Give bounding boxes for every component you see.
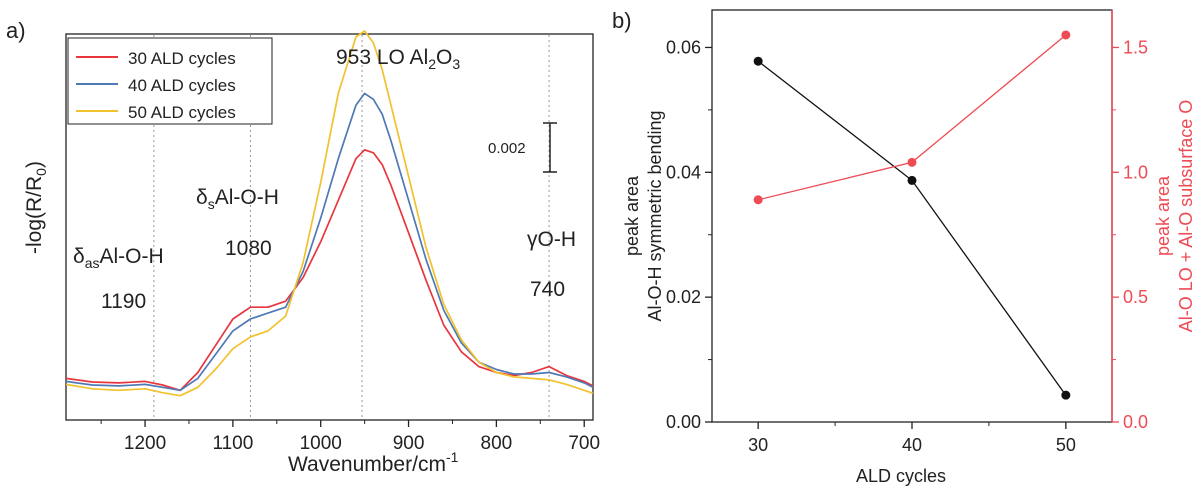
legend-label-30: 30 ALD cycles — [128, 49, 236, 68]
bending-s-label: δsAl-O-H — [196, 186, 279, 212]
x-axis-title-a: Wavenumber/cm-1 — [288, 449, 459, 476]
y-axis-right-title-line1: peak area — [1153, 175, 1173, 256]
x-tick-label: 1200 — [124, 433, 166, 454]
x-axis-title-b: ALD cycles — [856, 466, 946, 486]
panel-b-ticks: 30 40 50 0.00 0.02 0.04 0.06 0.0 0.5 1.0 1.5 — [666, 37, 1148, 455]
x-axis-ticks: 1200 1100 1000 900 800 700 — [100, 420, 600, 454]
b-x-tick-label: 40 — [902, 435, 922, 455]
panel-a-chart: 1200 1100 1000 900 800 700 30 ALD cycles 40 A… — [23, 30, 600, 476]
y-axis-right-title-line2: Al-O LO + Al-O subsurface O — [1176, 100, 1196, 333]
b-x-tick-label: 50 — [1056, 435, 1076, 455]
left-y-tick-label: 0.06 — [666, 37, 701, 57]
lo-point — [907, 157, 917, 167]
bending-series-line — [757, 60, 1067, 396]
x-tick-label: 700 — [568, 433, 600, 454]
panel-a-label: a) — [6, 18, 26, 43]
legend-box — [67, 37, 273, 125]
y-axis-left-title-line1: peak area — [622, 175, 642, 256]
legend: 30 ALD cycles 40 ALD cycles 50 ALD cycle… — [67, 37, 273, 125]
bending-as-label: δasAl-O-H — [73, 245, 164, 271]
scale-bar: 0.002 — [488, 122, 557, 173]
peak-953-label: 953 LO Al2O3 — [336, 46, 460, 72]
b-x-tick-label: 30 — [748, 435, 768, 455]
bending-point — [1061, 390, 1071, 400]
x-tick-label: 1000 — [300, 433, 342, 454]
panel-b-label: b) — [612, 8, 632, 33]
oh-bend-wavenumber: 740 — [530, 278, 565, 301]
legend-label-40: 40 ALD cycles — [128, 76, 236, 95]
bending-point — [907, 175, 917, 185]
lo-point — [753, 195, 763, 205]
right-y-tick-label: 0.5 — [1123, 287, 1148, 307]
legend-label-50: 50 ALD cycles — [128, 103, 236, 122]
left-y-tick-label: 0.00 — [666, 412, 701, 432]
panel-b-chart: 30 40 50 0.00 0.02 0.04 0.06 0.0 0.5 1.0 1.5 ALD c… — [622, 9, 1196, 486]
x-tick-label: 1100 — [212, 433, 253, 454]
right-y-tick-label: 0.0 — [1123, 412, 1148, 432]
right-y-tick-label: 1.5 — [1123, 37, 1148, 57]
bending-point — [753, 56, 763, 66]
spectrum-line-40 — [65, 92, 594, 392]
x-tick-label: 900 — [393, 433, 425, 454]
reference-lines — [153, 35, 550, 419]
bending-as-wavenumber: 1190 — [101, 290, 146, 313]
panel-b-series — [753, 30, 1071, 400]
y-axis-title-a: -log(R/R0) — [23, 161, 49, 254]
left-y-tick-label: 0.02 — [666, 287, 701, 307]
spectrum-line-50 — [65, 30, 594, 397]
x-tick-label: 800 — [481, 433, 513, 454]
lo-point — [1061, 30, 1071, 40]
lo-series-line — [758, 34, 1067, 201]
scale-bar-label: 0.002 — [488, 140, 526, 157]
right-y-tick-label: 1.0 — [1123, 162, 1148, 182]
left-y-tick-label: 0.04 — [666, 162, 701, 182]
oh-bend-label: γO-H — [527, 228, 576, 251]
bending-s-wavenumber: 1080 — [225, 237, 272, 260]
y-axis-left-title-line2: Al-O-H symmetric bending — [645, 110, 665, 321]
panel-a-frame — [65, 33, 594, 421]
spectra-series — [65, 30, 594, 397]
